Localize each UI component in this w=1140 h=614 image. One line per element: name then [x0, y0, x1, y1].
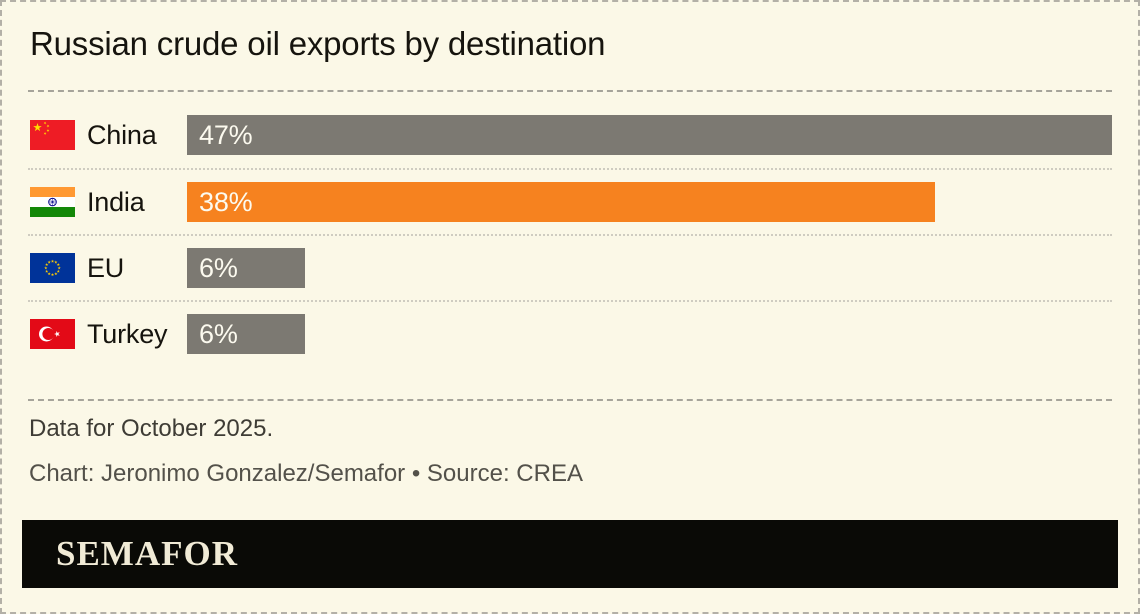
data-note: Data for October 2025. — [29, 415, 274, 442]
title-separator — [28, 90, 1112, 92]
attribution-line: Chart: Jeronimo Gonzalez/Semafor • Sourc… — [29, 460, 583, 487]
bar-track: 38% — [187, 182, 1112, 222]
bar-fill: 6% — [187, 314, 306, 354]
bar-fill: 6% — [187, 248, 306, 288]
semafor-wordmark: SEMAFOR — [56, 534, 238, 573]
bar-track: 47% — [187, 115, 1112, 155]
chart-row: India 38% — [28, 168, 1112, 234]
chart-row: EU 6% — [28, 234, 1112, 300]
bar-value-label: 6% — [199, 252, 238, 283]
chart-title: Russian crude oil exports by destination — [30, 25, 606, 62]
india-flag-icon — [30, 187, 75, 217]
country-label: EU — [87, 252, 125, 283]
country-label: India — [87, 186, 145, 217]
bar-value-label: 47% — [199, 119, 253, 150]
footer-separator — [28, 399, 1112, 401]
bar-value-label: 6% — [199, 318, 238, 349]
chart-rows: China 47% India 38% — [28, 102, 1112, 366]
china-flag-icon — [30, 120, 75, 150]
bar-fill: 38% — [187, 182, 935, 222]
eu-flag-icon — [30, 253, 75, 283]
bar-track: 6% — [187, 248, 1112, 288]
bar-value-label: 38% — [199, 186, 253, 217]
turkey-flag-icon — [30, 319, 75, 349]
country-label: China — [87, 119, 157, 150]
chart-row: Turkey 6% — [28, 300, 1112, 366]
chart-row: China 47% — [28, 102, 1112, 168]
bar-fill: 47% — [187, 115, 1112, 155]
country-label: Turkey — [87, 318, 168, 349]
bar-track: 6% — [187, 314, 1112, 354]
semafor-logo-bar: SEMAFOR — [22, 520, 1118, 588]
